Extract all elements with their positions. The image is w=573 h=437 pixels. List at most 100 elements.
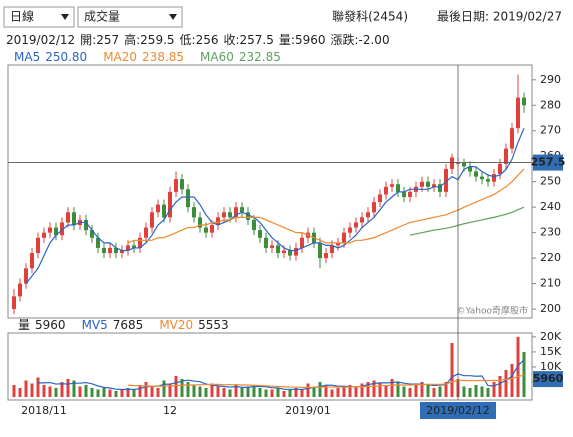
volume-bar xyxy=(12,384,16,397)
volume-bar xyxy=(270,389,274,397)
volume-bar xyxy=(384,384,388,397)
volume-bar xyxy=(378,383,382,397)
volume-bar xyxy=(402,386,406,397)
candle-body xyxy=(366,212,370,218)
volume-bar xyxy=(420,381,424,397)
volume-bar xyxy=(150,386,154,397)
candle-body xyxy=(36,237,40,254)
y-tick-label: 200 xyxy=(540,302,561,315)
volume-bar xyxy=(324,384,328,397)
volume-bar xyxy=(48,386,52,397)
candle-body xyxy=(354,222,358,228)
candle-body xyxy=(498,163,502,175)
volume-bar xyxy=(312,386,316,397)
candle-body xyxy=(396,184,400,192)
legend-name: MV5 xyxy=(82,318,108,332)
volume-bar xyxy=(480,386,484,397)
volume-bar xyxy=(282,390,286,397)
dropdown-arrow[interactable] xyxy=(61,14,69,20)
volume-bar xyxy=(222,387,226,397)
candle-body xyxy=(90,230,94,238)
volume-bar xyxy=(492,381,496,397)
candle-body xyxy=(402,191,406,197)
candle-body xyxy=(468,166,472,172)
candle-body xyxy=(510,128,514,149)
volume-bar xyxy=(366,381,370,397)
candle-body xyxy=(198,217,202,228)
volume-bar xyxy=(300,389,304,397)
volume-bar xyxy=(240,387,244,397)
info-value: 259.5 xyxy=(140,33,174,47)
candle-body xyxy=(360,217,364,223)
volume-label: 5960 xyxy=(533,372,564,385)
legend-value: 5960 xyxy=(35,318,66,332)
legend-name: MA20 xyxy=(103,50,137,64)
select-box[interactable] xyxy=(77,6,183,28)
candle-body xyxy=(342,232,346,243)
volume-bar xyxy=(444,381,448,397)
volume-bar xyxy=(24,380,28,397)
info-value: 257.5 xyxy=(240,33,274,47)
candle-body xyxy=(120,250,124,254)
volume-bar xyxy=(438,386,442,397)
y-tick-label: 280 xyxy=(540,98,561,111)
volume-bar xyxy=(78,386,82,397)
candle-body xyxy=(420,181,424,187)
candle-body xyxy=(258,230,262,238)
y-tick-label: 10K xyxy=(540,360,562,373)
info-row: 2019/02/12 開:257 高:259.5 低:256 收:257.5 量:5960… xyxy=(6,32,390,47)
candle-body xyxy=(150,212,154,228)
indicator-select[interactable]: 成交量 xyxy=(77,6,183,28)
volume-bar xyxy=(132,389,136,397)
volume-bar xyxy=(396,381,400,397)
info-value: 257 xyxy=(96,33,119,47)
select-text[interactable]: 日線 xyxy=(10,9,34,24)
x-tick-label: 12 xyxy=(163,404,177,417)
candle-body xyxy=(450,157,454,169)
volume-bar xyxy=(432,387,436,397)
candle-body xyxy=(54,227,58,236)
candle-body xyxy=(174,179,178,192)
candle-body xyxy=(480,176,484,180)
candle-body xyxy=(516,97,520,129)
volume-bar xyxy=(294,387,298,397)
legend-name: MA60 xyxy=(200,50,234,64)
candle-body xyxy=(72,212,76,226)
volume-bar xyxy=(216,386,220,397)
volume-bar xyxy=(252,384,256,397)
volume-bar xyxy=(192,384,196,397)
volume-bar xyxy=(372,380,376,397)
legend-value: 5553 xyxy=(198,318,229,332)
candle-body xyxy=(204,227,208,233)
dropdown-arrow[interactable] xyxy=(169,14,177,20)
period-select[interactable]: 日線 xyxy=(3,6,75,28)
legend-value: 7685 xyxy=(113,318,144,332)
volume-bar xyxy=(258,387,262,397)
y-tick-label: 230 xyxy=(540,226,561,239)
volume-bar xyxy=(84,384,88,397)
candle-body xyxy=(132,245,136,248)
volume-bar xyxy=(174,375,178,397)
select-box[interactable] xyxy=(3,6,75,28)
volume-bar xyxy=(510,363,514,397)
volume-bar xyxy=(66,378,70,397)
volume-bar xyxy=(522,351,526,397)
info-label: 量: xyxy=(279,33,295,47)
volume-bar xyxy=(348,384,352,397)
candle-body xyxy=(300,237,304,248)
watermark: ©Yahoo奇摩股市 xyxy=(457,305,529,317)
info-value: -2.00 xyxy=(359,33,390,47)
candle-body xyxy=(180,179,184,190)
candle-body xyxy=(114,247,118,254)
candle-body xyxy=(24,268,28,284)
volume-bar xyxy=(276,387,280,397)
candle-body xyxy=(96,237,100,248)
candle-body xyxy=(264,237,268,248)
candle-body xyxy=(378,194,382,203)
average-line xyxy=(25,127,525,284)
select-text[interactable]: 成交量 xyxy=(84,9,120,24)
candle-body xyxy=(492,174,496,182)
candle-body xyxy=(426,181,430,187)
volume-bar xyxy=(186,381,190,397)
candle-body xyxy=(186,189,190,208)
